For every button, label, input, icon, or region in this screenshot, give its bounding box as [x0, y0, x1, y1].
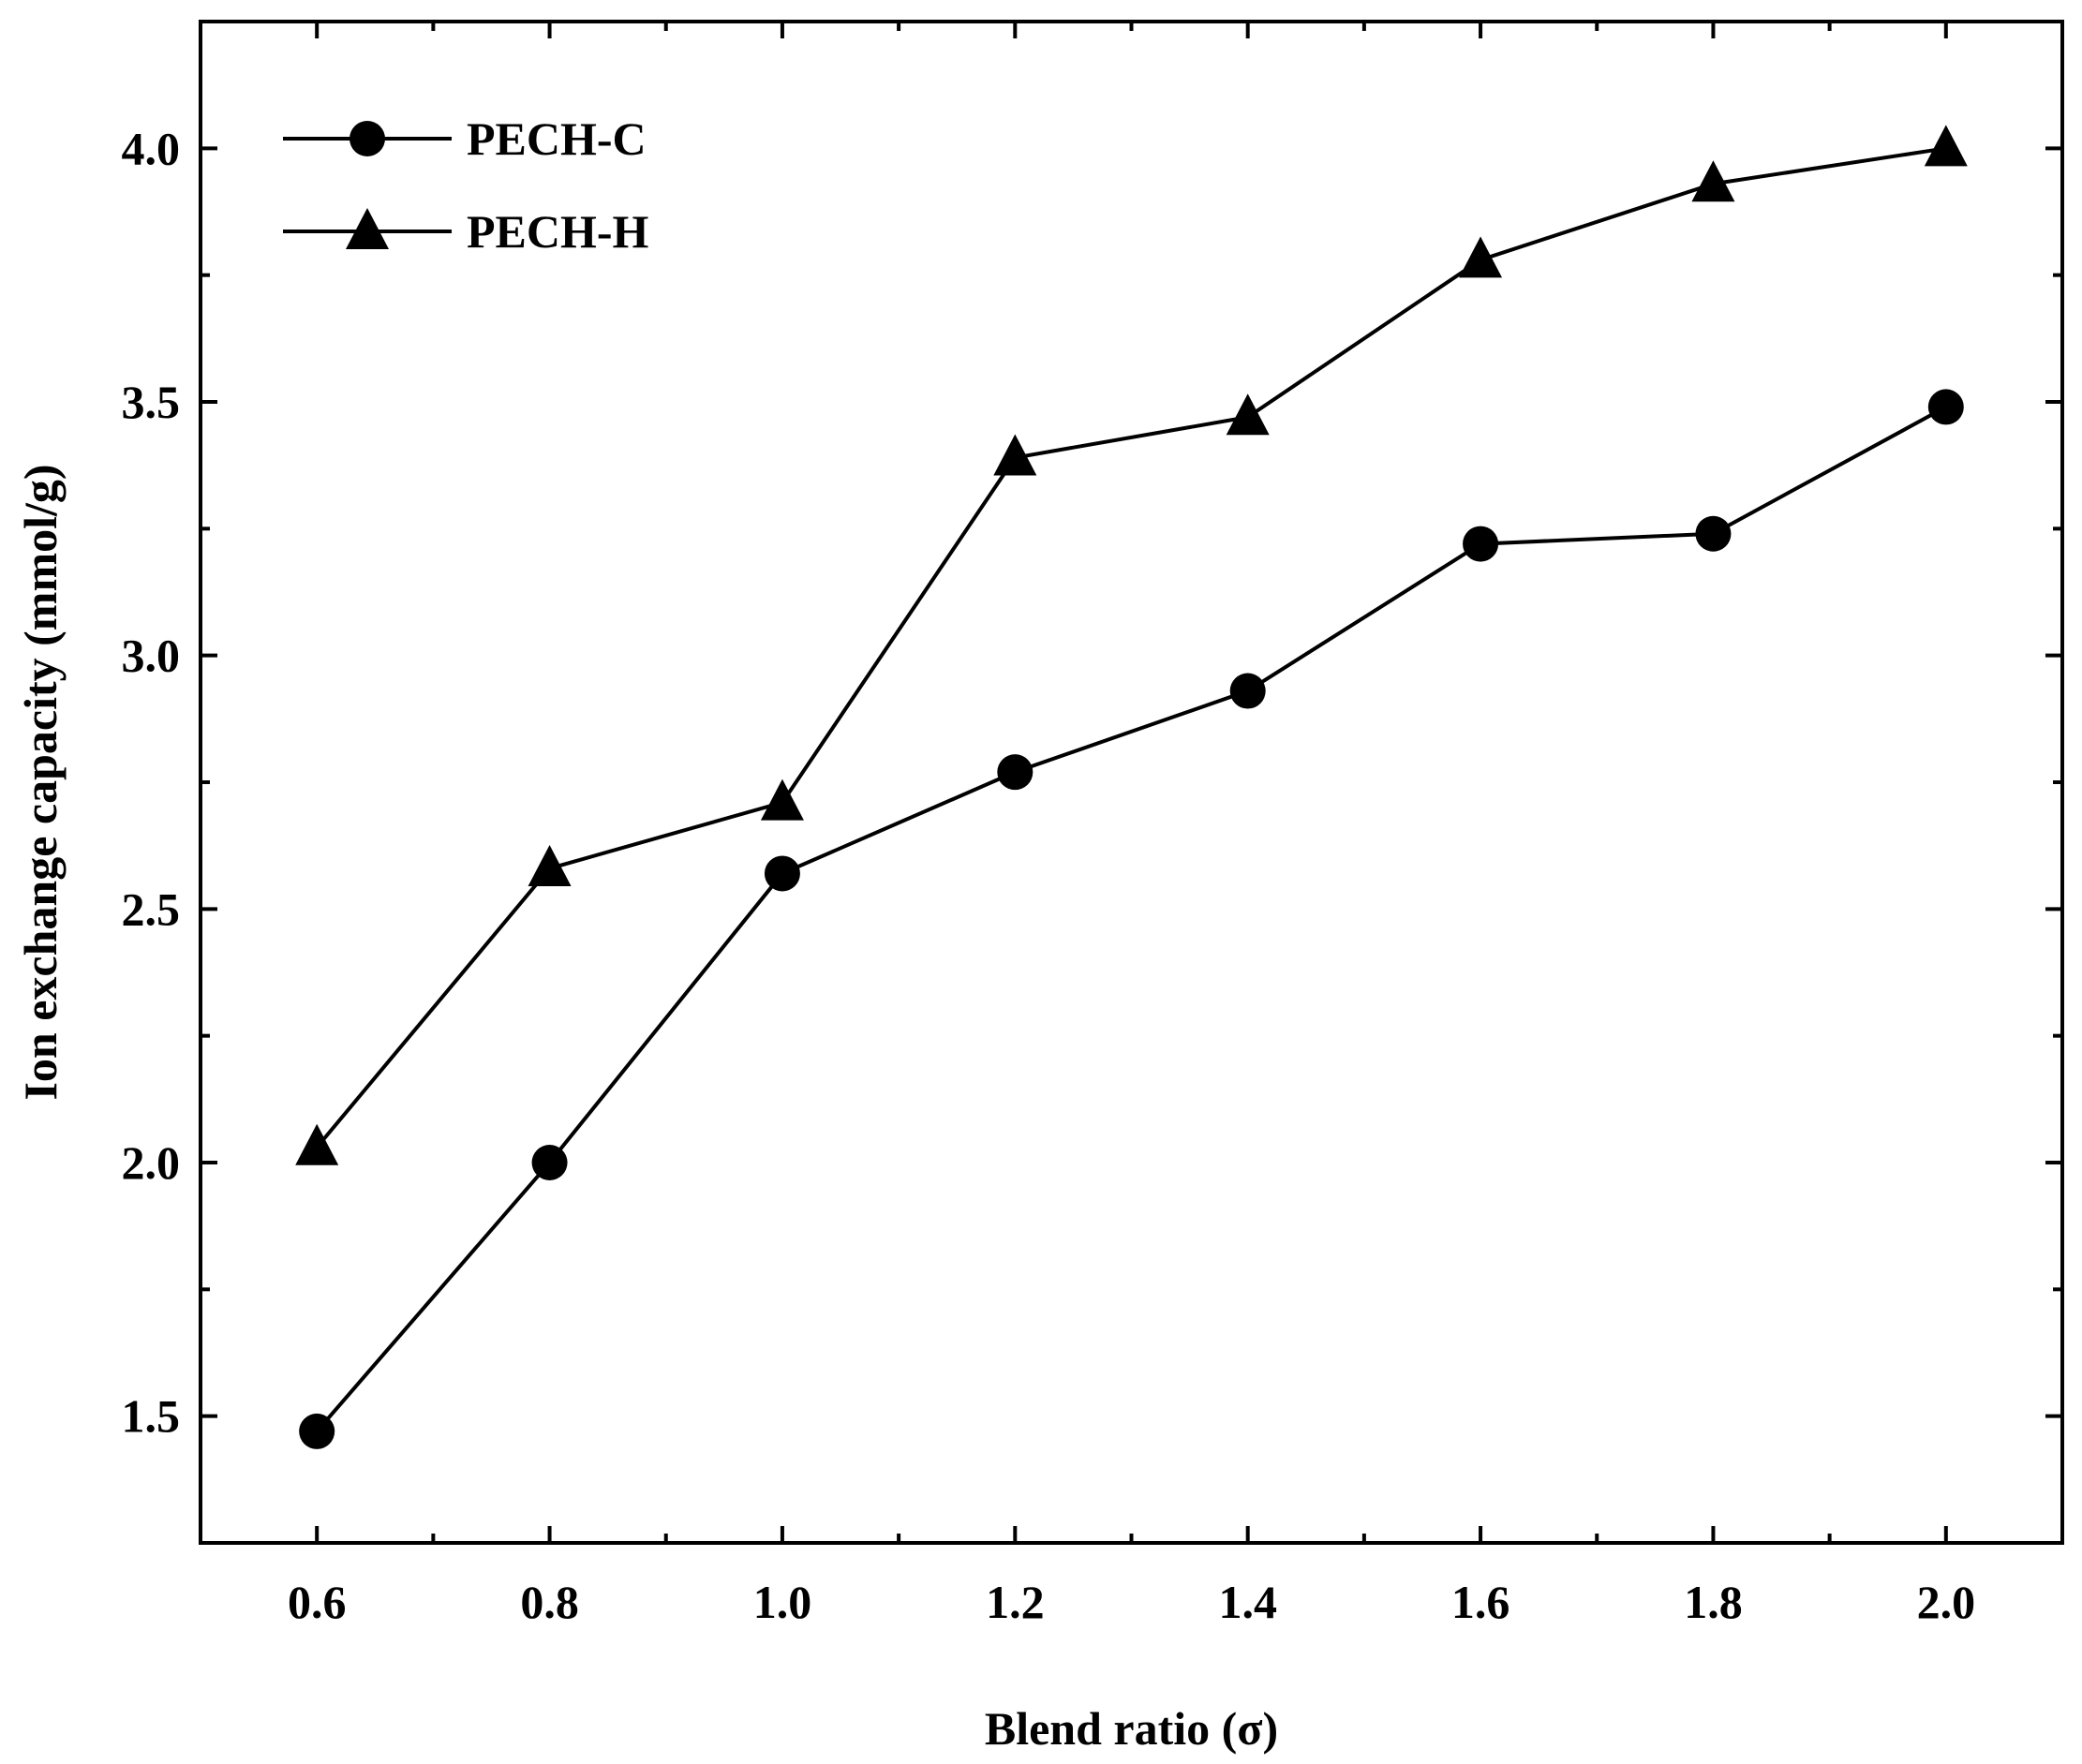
x-tick-label: 2.0 [1917, 1576, 1976, 1628]
data-point [1459, 236, 1503, 278]
data-point [1691, 160, 1735, 202]
legend-item: PECH-C [283, 112, 647, 165]
legend-label: PECH-H [467, 205, 649, 258]
data-point [1226, 393, 1270, 436]
data-point [1924, 125, 1968, 167]
data-point [760, 778, 804, 821]
series-layer [295, 125, 1968, 1449]
x-tick-label: 1.4 [1218, 1576, 1277, 1628]
y-tick-label: 1.5 [122, 1390, 181, 1443]
data-point [531, 1145, 568, 1180]
data-point [299, 1413, 335, 1449]
y-axis-title: Ion exchange capacity (mmol/g) [14, 464, 67, 1100]
legend: PECH-C PECH-H [283, 112, 649, 258]
series-line [315, 146, 1947, 1149]
x-axis-title: Blend ratio (σ) [985, 1702, 1278, 1755]
y-tick-label: 3.0 [122, 630, 181, 682]
data-point [993, 434, 1037, 476]
data-point [1463, 526, 1499, 562]
series-pech-h [295, 125, 1968, 1165]
legend-label: PECH-C [467, 112, 647, 165]
x-tick-label: 1.8 [1684, 1576, 1743, 1628]
series-line [315, 405, 1947, 1433]
x-tick-label: 0.6 [288, 1576, 347, 1628]
data-point [997, 754, 1034, 791]
data-point [528, 845, 572, 887]
x-tick-label: 0.8 [520, 1576, 579, 1628]
data-point [764, 855, 800, 892]
series-pech-c [299, 389, 1964, 1449]
x-tick-label: 1.2 [986, 1576, 1045, 1628]
y-tick-label: 4.0 [122, 122, 181, 174]
y-tick-label: 2.0 [122, 1136, 181, 1189]
y-tick-label: 3.5 [122, 376, 181, 428]
data-point [1927, 389, 1964, 425]
x-tick-label: 1.0 [753, 1576, 812, 1628]
data-point [295, 1123, 339, 1165]
legend-marker [349, 121, 385, 156]
data-point [1695, 515, 1732, 552]
data-point [1229, 673, 1266, 709]
legend-item: PECH-H [283, 205, 649, 258]
y-tick-label: 2.5 [122, 882, 181, 935]
x-tick-label: 1.6 [1451, 1576, 1510, 1628]
legend-marker [346, 208, 389, 249]
axes: 0.6 0.8 1.0 1.2 1.4 1.6 1.8 2.0 1.5 2.0 2.5 3.0 3.5 4… [122, 20, 2064, 1628]
